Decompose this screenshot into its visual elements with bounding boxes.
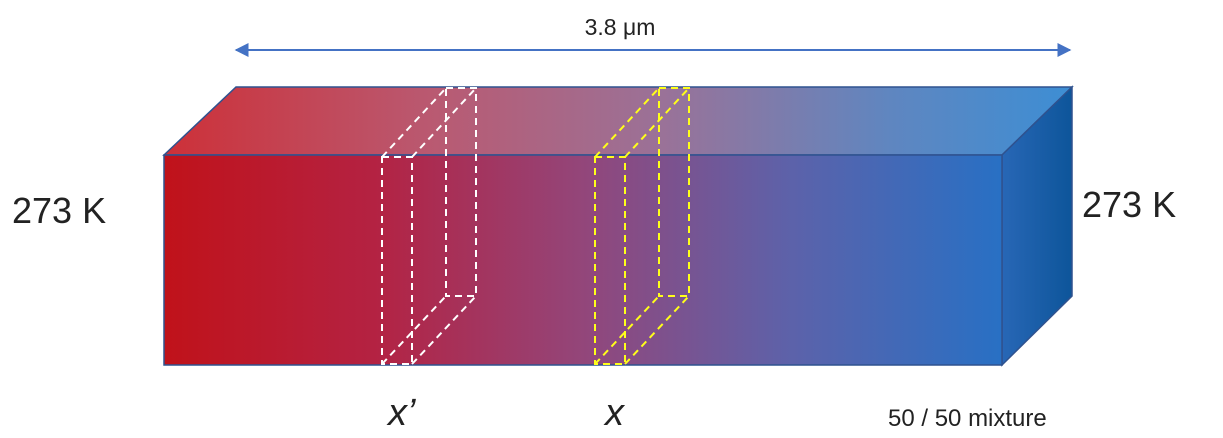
slab-x-prime-label: x’ [388, 392, 415, 435]
block-top-face [164, 87, 1072, 155]
width-label: 3.8 μm [560, 14, 680, 41]
block-front-face [164, 155, 1002, 365]
composition-label: 50 / 50 mixture [888, 405, 1047, 433]
left-temperature-label: 273 K [12, 190, 106, 232]
right-temperature-label: 273 K [1082, 184, 1176, 226]
slab-x-label: x [605, 392, 624, 435]
